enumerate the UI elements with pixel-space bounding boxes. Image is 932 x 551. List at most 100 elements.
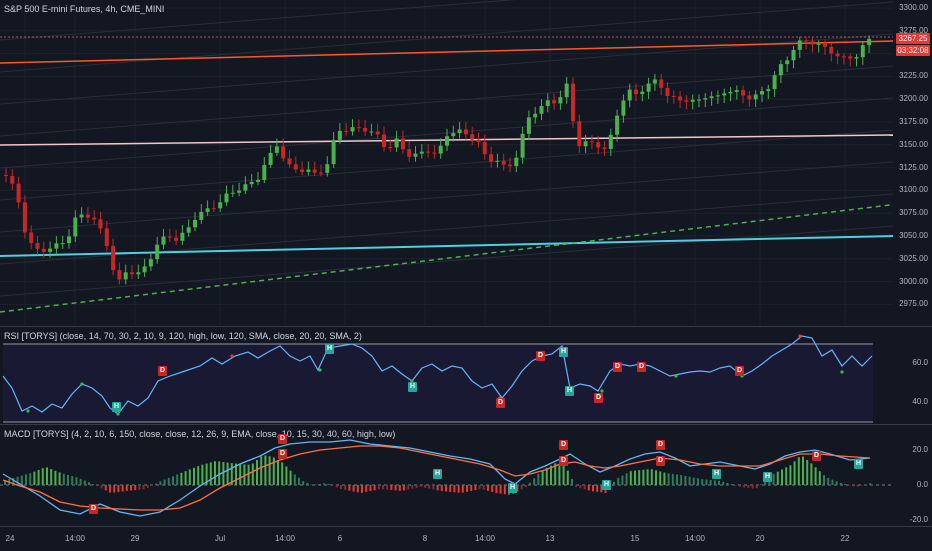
macd-histogram-bar xyxy=(659,471,662,485)
macd-histogram-bar xyxy=(167,477,170,485)
macd-divergence-marker: D xyxy=(89,504,98,514)
candle-body xyxy=(130,272,134,275)
macd-histogram-bar xyxy=(377,485,380,490)
candle-body xyxy=(306,169,311,172)
macd-pane[interactable]: MACD [TORYS] (4, 2, 10, 6, 150, close, c… xyxy=(0,424,932,526)
macd-histogram-bar xyxy=(193,467,195,485)
candle-body xyxy=(596,142,601,148)
macd-histogram-bar xyxy=(818,471,821,485)
macd-histogram-bar xyxy=(163,479,166,485)
macd-histogram-bar xyxy=(562,466,565,485)
candle-body xyxy=(400,138,405,150)
rsi-chart-canvas[interactable] xyxy=(0,326,932,424)
macd-indicator-title[interactable]: MACD [TORYS] (4, 2, 10, 6, 150, close, c… xyxy=(4,429,396,439)
price-chart-canvas[interactable] xyxy=(0,0,932,326)
channel-line xyxy=(0,225,894,297)
candle-body xyxy=(274,146,279,153)
dashed-trendline xyxy=(0,204,891,313)
rsi-pane[interactable]: RSI [TORYS] (close, 14, 70, 30, 2, 10, 9… xyxy=(0,326,932,424)
macd-tick-label: -20.0 xyxy=(909,515,928,524)
candle-body xyxy=(501,160,506,165)
candle-body xyxy=(268,152,273,166)
time-axis[interactable]: 24 14:00 29 Jul 14:00 6 8 14:00 13 15 14:00 20 22 xyxy=(0,526,932,551)
rsi-divergence-marker: D xyxy=(613,362,622,372)
candle-body xyxy=(602,147,607,149)
candle-body xyxy=(136,272,141,275)
candle-body xyxy=(356,127,361,129)
macd-histogram-bar xyxy=(697,478,699,485)
price-tick-label: 3300.00 xyxy=(899,3,928,12)
candle-body xyxy=(778,64,783,76)
candle-body xyxy=(22,202,27,233)
macd-histogram-bar xyxy=(382,485,384,490)
macd-histogram-bar xyxy=(96,485,99,487)
macd-histogram-bar xyxy=(646,469,649,485)
macd-histogram-bar xyxy=(125,485,128,491)
macd-histogram-bar xyxy=(100,485,103,489)
candle-body xyxy=(753,94,758,100)
macd-histogram-bar xyxy=(789,465,792,485)
channel-line xyxy=(0,1,894,73)
chart-title: S&P 500 E-mini Futures, 4h, CME_MINI xyxy=(4,4,165,14)
macd-histogram-bar xyxy=(172,476,174,485)
macd-histogram-bar xyxy=(655,470,657,485)
price-tick-label: 3025.00 xyxy=(899,253,928,263)
pane-separator[interactable] xyxy=(0,424,932,425)
macd-histogram-bar xyxy=(230,463,233,485)
candle-body xyxy=(167,236,172,238)
macd-histogram-bar xyxy=(848,485,851,486)
macd-histogram-bar xyxy=(151,485,153,486)
candle-body xyxy=(199,211,204,220)
candle-body xyxy=(470,134,475,140)
candle-body xyxy=(174,237,179,241)
price-tick-label: 3200.00 xyxy=(899,94,928,104)
candle-body xyxy=(117,270,122,280)
macd-chart-canvas[interactable] xyxy=(0,424,932,526)
rsi-indicator-title[interactable]: RSI [TORYS] (close, 14, 70, 30, 2, 10, 9… xyxy=(4,331,362,341)
candle-body xyxy=(281,146,286,159)
macd-histogram-bar xyxy=(67,474,69,485)
macd-histogram-bar xyxy=(327,483,330,485)
rsi-pivot-dot xyxy=(600,389,604,393)
macd-histogram-bar xyxy=(524,485,527,488)
macd-histogram-bar xyxy=(495,485,498,494)
macd-hidden-divergence-marker: H xyxy=(854,459,863,469)
macd-divergence-marker: D xyxy=(656,440,665,450)
macd-histogram-bar xyxy=(247,464,250,485)
macd-histogram-bar xyxy=(264,455,267,485)
rsi-line xyxy=(2,335,873,415)
rsi-divergence-marker: D xyxy=(637,362,646,372)
candle-body xyxy=(237,190,242,193)
rsi-pivot-dot xyxy=(116,412,120,416)
candle-body xyxy=(123,272,128,280)
pane-separator[interactable] xyxy=(0,326,932,327)
macd-histogram-bar xyxy=(806,459,809,485)
channel-line xyxy=(0,129,894,201)
candle-body xyxy=(665,87,670,96)
macd-histogram-bar xyxy=(852,485,855,487)
macd-histogram-bar xyxy=(684,475,687,485)
candle-body xyxy=(369,131,374,133)
candle-body xyxy=(155,244,160,260)
macd-histogram-bar xyxy=(272,457,275,485)
candle-body xyxy=(810,41,815,45)
macd-histogram-bar xyxy=(256,460,258,485)
macd-histogram-bar xyxy=(772,473,775,485)
macd-histogram-bar xyxy=(566,470,569,485)
macd-histogram-bar xyxy=(688,476,691,485)
candle-body xyxy=(388,147,393,149)
candle-body xyxy=(193,219,197,228)
macd-histogram-bar xyxy=(869,483,872,485)
macd-histogram-bar xyxy=(600,485,603,493)
macd-histogram-bar xyxy=(440,485,443,492)
macd-histogram-bar xyxy=(134,485,137,491)
macd-histogram-bar xyxy=(634,470,636,485)
candle-body xyxy=(539,106,544,114)
candle-body xyxy=(451,133,456,137)
price-pane[interactable]: S&P 500 E-mini Futures, 4h, CME_MINI 330… xyxy=(0,0,932,326)
candle-body xyxy=(41,248,46,252)
macd-histogram-bar xyxy=(176,474,179,485)
macd-histogram-bar xyxy=(398,485,401,491)
candle-body xyxy=(325,164,330,173)
macd-histogram-bar xyxy=(214,461,216,485)
